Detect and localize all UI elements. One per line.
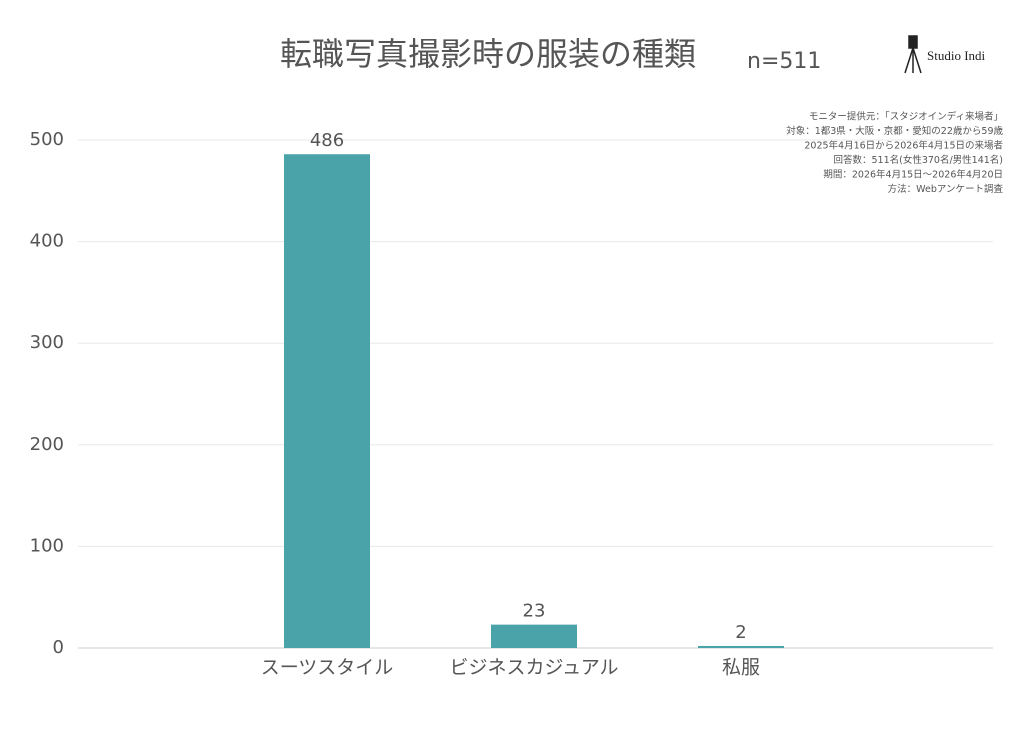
bar [491,624,577,648]
x-tick-label: スーツスタイル [261,657,394,679]
logo-icon [904,35,922,74]
bar [284,154,370,648]
y-tick-label: 300 [30,332,64,353]
x-tick-label: 私服 [722,657,760,679]
bar [698,645,784,648]
y-tick-label: 500 [30,129,64,150]
chart-title: 転職写真撮影時の服装の種類 [280,35,696,73]
note: モニター提供元：「スタジオインディ来場者」 [809,111,1003,123]
y-tick-label: 0 [53,637,64,658]
brand: Studio Indi [927,48,986,63]
note: 方法：Webアンケート調査 [888,183,1004,195]
note: 回答数：511名(女性370名/男性141名) [833,154,1003,166]
data-label: 486 [310,130,344,151]
data-label: 23 [523,601,546,622]
note: 対象：1都3県・大阪・京都・愛知の22歳から59歳 [786,125,1003,137]
note: 期間：2026年4月15日〜2026年4月20日 [823,169,1003,181]
chart-subtitle: n=511 [747,49,821,74]
data-label: 2 [735,622,746,643]
y-tick-label: 100 [30,535,64,556]
y-tick-label: 200 [30,434,64,455]
y-tick-label: 400 [30,231,64,252]
x-tick-label: ビジネスカジュアル [449,657,618,679]
note: 2025年4月16日から2026年4月15日の来場者 [804,140,1003,152]
